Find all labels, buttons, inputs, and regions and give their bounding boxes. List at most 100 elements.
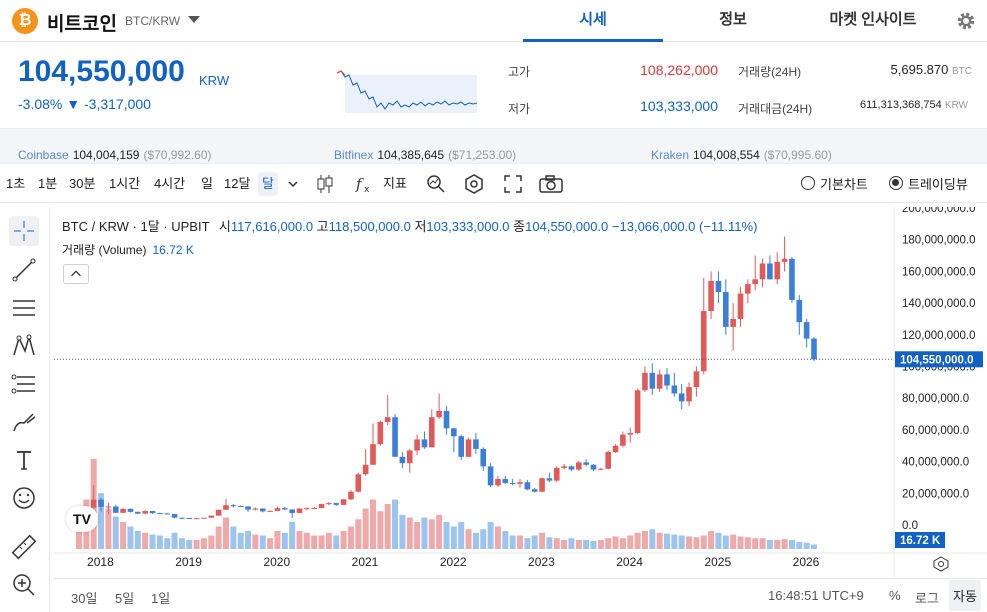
- candle-body: [179, 517, 185, 519]
- camera-icon[interactable]: [538, 173, 564, 195]
- brush-icon[interactable]: [9, 407, 39, 437]
- zoom-compare-icon[interactable]: [425, 173, 447, 195]
- volume-bar: [472, 532, 479, 549]
- candle-body: [164, 513, 170, 515]
- candle-body: [230, 505, 237, 507]
- coin-name[interactable]: 비트코인: [47, 14, 117, 35]
- price-axis-label: 140,000,000.0: [902, 298, 976, 310]
- candle-body: [568, 466, 575, 470]
- volume-bar: [347, 526, 354, 549]
- candle-body: [693, 371, 700, 388]
- candle-body: [208, 515, 215, 518]
- axis-settings-icon: [933, 556, 949, 572]
- volume-bar: [730, 534, 737, 549]
- auto-toggle[interactable]: 자동: [949, 580, 981, 611]
- interval-day[interactable]: 일: [201, 176, 213, 191]
- range-5d[interactable]: 5일: [115, 591, 135, 606]
- chevron-down-icon[interactable]: [284, 173, 302, 195]
- volume-bar: [237, 532, 244, 549]
- interval-1s[interactable]: 1초: [6, 176, 26, 191]
- crosshair-icon[interactable]: [9, 216, 39, 246]
- down-arrow-icon: ▼: [66, 96, 81, 112]
- candlestick-icon[interactable]: [314, 173, 336, 195]
- exchange-kraken[interactable]: Kraken 104,008,554 ($70,995.60): [651, 148, 832, 162]
- volume-bar: [788, 540, 795, 549]
- volume-bar: [127, 526, 134, 549]
- candle-body: [803, 322, 810, 339]
- volume-bar: [664, 533, 670, 549]
- fib-icon[interactable]: [9, 369, 39, 399]
- interval-30m[interactable]: 30분: [69, 176, 96, 191]
- volume-bar: [597, 540, 604, 549]
- volume-bar: [480, 529, 487, 549]
- volume-label: 거래량 (Volume): [62, 243, 147, 257]
- interval-month[interactable]: 달: [258, 172, 278, 196]
- last-price-tag: [895, 351, 983, 368]
- exchange-price: 104,385,645: [377, 148, 445, 162]
- candle-body: [355, 474, 362, 492]
- tradingview-label[interactable]: 트레이딩뷰: [908, 177, 968, 192]
- exchange-price: 104,008,554: [693, 148, 760, 162]
- candle-body: [656, 374, 663, 389]
- emoji-icon[interactable]: [9, 483, 39, 513]
- volume-bar: [186, 540, 193, 549]
- interval-1h[interactable]: 1시간: [109, 176, 141, 191]
- volume-bar: [311, 535, 318, 549]
- candle-body: [112, 506, 119, 513]
- volume-bar: [656, 532, 663, 549]
- interval-12month[interactable]: 12달: [224, 176, 251, 191]
- exchange-name: Coinbase: [18, 148, 69, 162]
- zoom-in-icon[interactable]: [9, 570, 39, 600]
- candle-body: [737, 293, 744, 319]
- candle-body: [730, 318, 736, 327]
- chevron-down-icon[interactable]: [188, 16, 200, 23]
- tab-info[interactable]: 정보: [719, 11, 747, 28]
- time-axis-label: 2018: [87, 555, 114, 569]
- interval-4h[interactable]: 4시간: [154, 176, 186, 191]
- exchange-name: Bitfinex: [334, 148, 374, 162]
- volume-bar: [737, 536, 744, 549]
- tab-price[interactable]: 시세: [523, 0, 663, 42]
- percent-toggle[interactable]: %: [889, 588, 901, 603]
- volume-tag-label: 16.72 K: [900, 535, 941, 547]
- radio-tradingview[interactable]: [889, 176, 903, 190]
- price-chart[interactable]: 200,000,000.0 180,000,000.0 160,000,000.0 1…: [54, 207, 987, 577]
- text-icon[interactable]: [9, 445, 39, 475]
- candle-body: [98, 499, 104, 507]
- candle-body: [531, 489, 538, 492]
- settings-hex-icon[interactable]: [463, 173, 485, 195]
- volume-bar: [112, 516, 119, 549]
- tradingview-logo-icon: TV: [66, 506, 98, 532]
- gear-icon[interactable]: [955, 10, 977, 32]
- pattern-icon[interactable]: [9, 331, 39, 361]
- range-1d[interactable]: 1일: [151, 591, 171, 606]
- volume-bar: [252, 534, 259, 549]
- radio-basic-chart[interactable]: [801, 176, 815, 190]
- candle-body: [296, 508, 303, 513]
- volume-bar: [546, 537, 553, 549]
- exchange-bitfinex[interactable]: Bitfinex 104,385,645 ($71,253.00): [334, 148, 516, 162]
- indicator-button[interactable]: 지표: [383, 176, 407, 191]
- price-unit: KRW: [199, 73, 230, 88]
- candle-body: [678, 393, 685, 402]
- exchange-coinbase[interactable]: Coinbase 104,004,159 ($70,992.60): [18, 148, 212, 162]
- candle-body: [715, 280, 722, 293]
- trend-line-icon[interactable]: [9, 255, 39, 285]
- volume-bar: [575, 540, 582, 549]
- volume-bar: [325, 532, 332, 549]
- candle-body: [193, 518, 200, 520]
- volume-bar: [649, 529, 656, 549]
- horizontal-lines-icon[interactable]: [9, 293, 39, 323]
- fullscreen-icon[interactable]: [502, 173, 524, 195]
- ruler-icon[interactable]: [9, 532, 39, 562]
- range-30d[interactable]: 30일: [71, 591, 98, 606]
- interval-1m[interactable]: 1분: [38, 176, 58, 191]
- collapse-legend-button[interactable]: [63, 264, 89, 284]
- volume-bar: [708, 531, 715, 549]
- basic-chart-label[interactable]: 기본차트: [820, 177, 868, 192]
- volume-bar: [156, 535, 163, 549]
- volume-bar: [678, 535, 685, 549]
- log-toggle[interactable]: 로그: [915, 591, 939, 606]
- tab-market-insight[interactable]: 마켓 인사이트: [829, 11, 917, 28]
